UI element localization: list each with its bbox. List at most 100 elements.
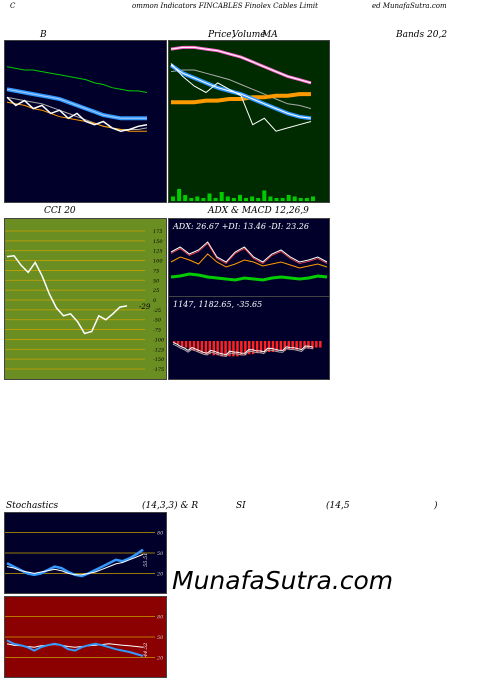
macd-bar (196, 341, 200, 352)
macd-bar (315, 341, 318, 348)
title-rsi-params: (14,5 (326, 501, 350, 511)
cci-tick-label: -25 (153, 308, 161, 314)
watermark: MunafaSutra.com (172, 566, 394, 595)
cci-tick-label: -125 (153, 347, 164, 353)
volume-bar (256, 198, 261, 201)
macd-bar (259, 341, 263, 354)
macd-bar (248, 341, 251, 355)
price-ma-chart (169, 45, 315, 201)
macd-panel: 1147, 1182.65, -35.65 (168, 296, 330, 380)
adx-di-white (170, 241, 328, 263)
macd-bar (184, 341, 188, 348)
macd-bar (283, 341, 286, 351)
volume-bar (274, 198, 279, 201)
title-stoch-params: (14,3,3) & R (142, 501, 199, 511)
title-price-prefix: Price, (208, 30, 235, 40)
macd-bar (200, 341, 204, 354)
cci-tick-label: 50 (153, 278, 160, 284)
rsi-tick-label: 20 (156, 655, 164, 661)
volume-bar (280, 198, 285, 201)
volume-bar (298, 198, 303, 201)
cci-tick-label: -100 (153, 337, 165, 343)
cci-tick-label: 150 (153, 239, 163, 245)
volume-bar (219, 192, 224, 201)
volume-bar (244, 198, 248, 201)
volume-bar (213, 198, 218, 201)
adx-panel: ADX: 26.67 +DI: 13.46 -DI: 23.26 (168, 218, 330, 297)
stochastics-chart: 80 50 20 55.51 (5, 531, 164, 577)
volume-bar (286, 195, 291, 201)
macd-bar (228, 341, 231, 357)
macd-bar (236, 341, 239, 357)
price-ma-panel (168, 40, 330, 203)
ma-blue-highlight (170, 64, 312, 119)
volume-bar (238, 195, 242, 201)
macd-bar (220, 341, 223, 357)
macd-bar (251, 341, 255, 355)
title-adx: ADX & MACD 12,26,9 (208, 206, 309, 216)
rsi-last-label: 44.52 (143, 643, 149, 658)
macd-bar (188, 341, 192, 350)
rsi-tick-label: 50 (157, 635, 164, 641)
ma-pink-highlight (170, 46, 312, 84)
cci-panel: 175 150 125 100 75 50 25 0 -25 -50 -75 -100 -125 -150… (4, 218, 167, 380)
macd-bar (279, 341, 283, 351)
macd-bar (275, 341, 279, 351)
ma-gray-line (170, 69, 312, 110)
title-stochastics: Stochastics (6, 501, 59, 511)
stoch-d-line (6, 553, 144, 576)
adx-annotation: ADX: 26.67 +DI: 13.46 -DI: 23.26 (173, 222, 309, 231)
volume-bar (304, 198, 309, 201)
volume-bar (207, 193, 212, 201)
title-bands: Bands 20,2 (396, 30, 448, 40)
title-rsi-si: SI (236, 501, 246, 511)
volume-bar (250, 196, 255, 201)
macd-bar (319, 341, 322, 348)
macd-bar (232, 341, 235, 357)
cci-tick-label: -150 (153, 357, 165, 363)
title-rsi-close: ) (434, 501, 438, 511)
cci-tick-label: 125 (153, 249, 163, 255)
macd-annotation: 1147, 1182.65, -35.65 (173, 300, 263, 309)
volume-bar (262, 190, 267, 201)
macd-bar (204, 341, 208, 355)
macd-bar (267, 341, 271, 352)
macd-bar (208, 341, 211, 355)
cci-tick-label: 0 (153, 298, 157, 304)
macd-bar (291, 341, 294, 350)
stoch-tick-label: 80 (157, 531, 164, 537)
bollinger-middle-highlight (6, 88, 147, 119)
macd-chart (172, 341, 322, 358)
volume-bar (268, 196, 273, 201)
stochastics-panel: 80 50 20 55.51 (4, 512, 167, 594)
volume-bar (177, 189, 182, 201)
ma-orange-line (171, 92, 311, 105)
adx-di-red (170, 242, 328, 265)
bollinger-chart (6, 66, 148, 132)
title-price-volume: Volume (232, 30, 266, 40)
macd-signal-line (172, 343, 314, 358)
volume-bar (189, 198, 194, 201)
bollinger-upper-line (6, 66, 148, 93)
adx-chart (170, 241, 328, 282)
macd-bar (263, 341, 267, 352)
macd-bar (212, 341, 215, 356)
cci-tick-label: -50 (153, 318, 162, 324)
volume-bar (183, 195, 188, 201)
rsi-chart: 80 50 20 44.52 (5, 615, 164, 661)
bollinger-price-line (6, 96, 148, 132)
macd-bar (295, 341, 298, 350)
stoch-tick-label: 50 (157, 551, 164, 557)
macd-bar (240, 341, 243, 356)
cci-tick-label: 75 (153, 268, 159, 274)
adx-green-line (170, 272, 328, 282)
macd-bar (299, 341, 302, 349)
macd-bar (192, 341, 196, 351)
cci-last-label: -29 (139, 303, 151, 311)
volume-bar (195, 196, 200, 201)
cci-tick-label: 25 (152, 288, 159, 294)
macd-bar (173, 341, 176, 344)
title-cci: CCI 20 (44, 206, 76, 216)
volume-bar (225, 196, 230, 201)
